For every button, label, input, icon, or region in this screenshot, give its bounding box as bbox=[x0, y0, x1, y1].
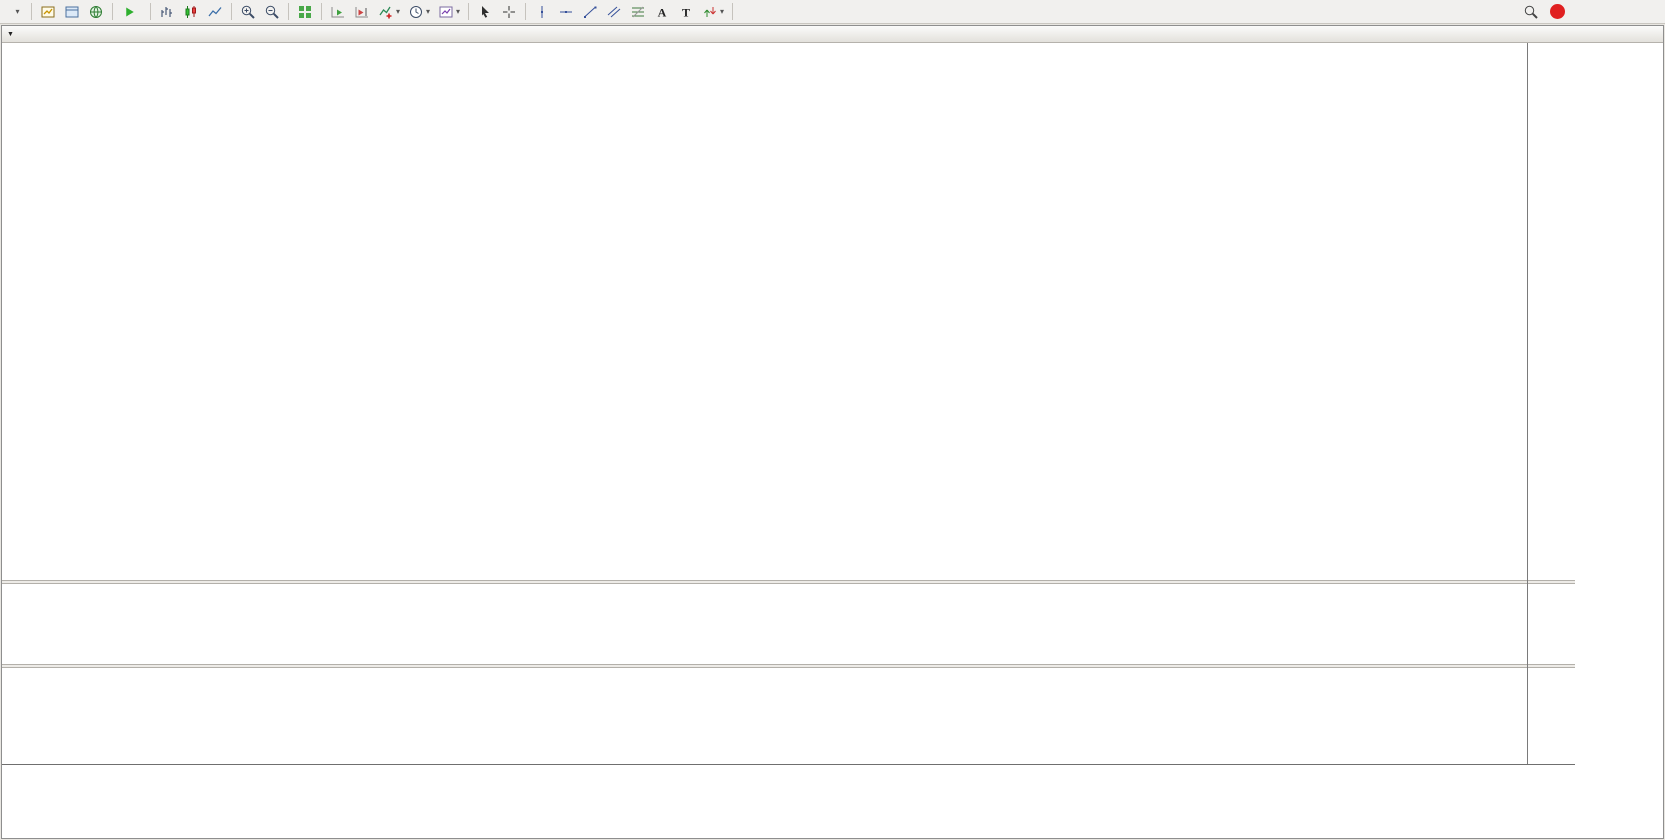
vertical-line-icon bbox=[541, 5, 544, 18]
clock-icon bbox=[410, 5, 423, 18]
zoom-out-icon bbox=[265, 5, 279, 19]
time-axis-line bbox=[2, 764, 1575, 765]
candlestick-chart-button[interactable] bbox=[180, 2, 202, 22]
arrows-tool-button[interactable]: ▾ bbox=[699, 2, 727, 22]
horizontal-line-icon bbox=[560, 10, 573, 13]
indicators-icon bbox=[379, 6, 392, 18]
window-menu-icon[interactable]: ▼ bbox=[7, 30, 14, 38]
chevron-down-icon: ▾ bbox=[456, 7, 461, 16]
profiles-icon bbox=[65, 6, 79, 17]
trendline-button[interactable] bbox=[579, 2, 601, 22]
template-icon bbox=[439, 6, 453, 17]
zoom-in-icon bbox=[241, 5, 255, 19]
price-chart[interactable] bbox=[9, 44, 1526, 581]
panel-splitter[interactable] bbox=[2, 664, 1575, 668]
cursor-button[interactable] bbox=[474, 2, 496, 22]
fibonacci-icon bbox=[632, 6, 645, 17]
text-tool-button[interactable]: A bbox=[651, 2, 673, 22]
panel-splitter[interactable] bbox=[2, 580, 1575, 584]
indicators-button[interactable]: ▾ bbox=[375, 2, 403, 22]
globe-icon bbox=[90, 5, 102, 18]
line-chart-icon bbox=[208, 6, 222, 16]
toolbar-separator bbox=[231, 3, 232, 20]
toolbar-separator bbox=[525, 3, 527, 20]
toolbar-separator bbox=[732, 3, 734, 20]
crosshair-icon bbox=[503, 5, 516, 18]
zoom-out-button[interactable] bbox=[261, 2, 283, 22]
zoom-in-button[interactable] bbox=[237, 2, 259, 22]
macd-panel[interactable] bbox=[9, 584, 1526, 664]
tile-windows-icon bbox=[299, 5, 311, 18]
tile-windows-button[interactable] bbox=[294, 2, 316, 22]
price-axis-separator bbox=[1527, 43, 1528, 764]
cursor-icon bbox=[482, 5, 490, 18]
time-axis[interactable] bbox=[2, 767, 1575, 783]
chart-shift-button[interactable] bbox=[351, 2, 373, 22]
auto-scroll-icon bbox=[331, 6, 344, 17]
text-icon: A bbox=[658, 5, 667, 19]
bar-chart-icon bbox=[161, 6, 172, 17]
templates-button[interactable]: ▾ bbox=[435, 2, 463, 22]
toolbar: ▾ ▾ ▾ ▾ A T bbox=[0, 0, 1665, 24]
price-axis[interactable] bbox=[1528, 43, 1588, 788]
line-chart-button[interactable] bbox=[204, 2, 226, 22]
arrows-icon bbox=[704, 6, 716, 17]
svg-text:A: A bbox=[658, 5, 667, 19]
auto-scroll-button[interactable] bbox=[327, 2, 349, 22]
new-order-button[interactable]: ▾ bbox=[4, 2, 26, 22]
chevron-down-icon: ▾ bbox=[15, 7, 20, 16]
toolbar-separator bbox=[321, 3, 322, 20]
fibonacci-button[interactable] bbox=[627, 2, 649, 22]
toolbar-separator bbox=[150, 3, 151, 20]
chart-shift-icon bbox=[355, 6, 368, 17]
chevron-down-icon: ▾ bbox=[396, 7, 401, 16]
toolbar-separator bbox=[31, 3, 32, 20]
notification-badge[interactable] bbox=[1550, 4, 1565, 19]
candlestick-icon bbox=[185, 5, 196, 18]
chart-titlebar[interactable]: ▼ bbox=[2, 26, 1663, 43]
svg-text:T: T bbox=[682, 5, 690, 19]
crosshair-button[interactable] bbox=[498, 2, 520, 22]
channel-icon bbox=[607, 6, 621, 17]
toolbar-right bbox=[1520, 2, 1565, 22]
rsi-panel[interactable] bbox=[9, 668, 1526, 764]
marketwatch-button[interactable] bbox=[85, 2, 107, 22]
label-icon: T bbox=[682, 5, 690, 19]
profiles-button[interactable] bbox=[61, 2, 83, 22]
label-tool-button[interactable]: T bbox=[675, 2, 697, 22]
channel-button[interactable] bbox=[603, 2, 625, 22]
toolbar-separator bbox=[112, 3, 113, 20]
chevron-down-icon: ▾ bbox=[426, 7, 431, 16]
autotrade-button[interactable] bbox=[118, 2, 145, 22]
search-icon bbox=[1524, 5, 1538, 19]
horizontal-line-button[interactable] bbox=[555, 2, 577, 22]
search-button[interactable] bbox=[1520, 2, 1542, 22]
new-chart-icon bbox=[41, 6, 55, 17]
new-chart-button[interactable] bbox=[37, 2, 59, 22]
toolbar-separator bbox=[288, 3, 289, 20]
chart-area[interactable] bbox=[2, 43, 1663, 838]
periods-button[interactable]: ▾ bbox=[405, 2, 433, 22]
toolbar-separator bbox=[468, 3, 470, 20]
play-icon bbox=[126, 7, 134, 16]
bar-chart-button[interactable] bbox=[156, 2, 178, 22]
chevron-down-icon: ▾ bbox=[720, 7, 725, 16]
trendline-icon bbox=[584, 6, 597, 18]
chart-window: ▼ bbox=[1, 25, 1664, 839]
vertical-line-button[interactable] bbox=[531, 2, 553, 22]
